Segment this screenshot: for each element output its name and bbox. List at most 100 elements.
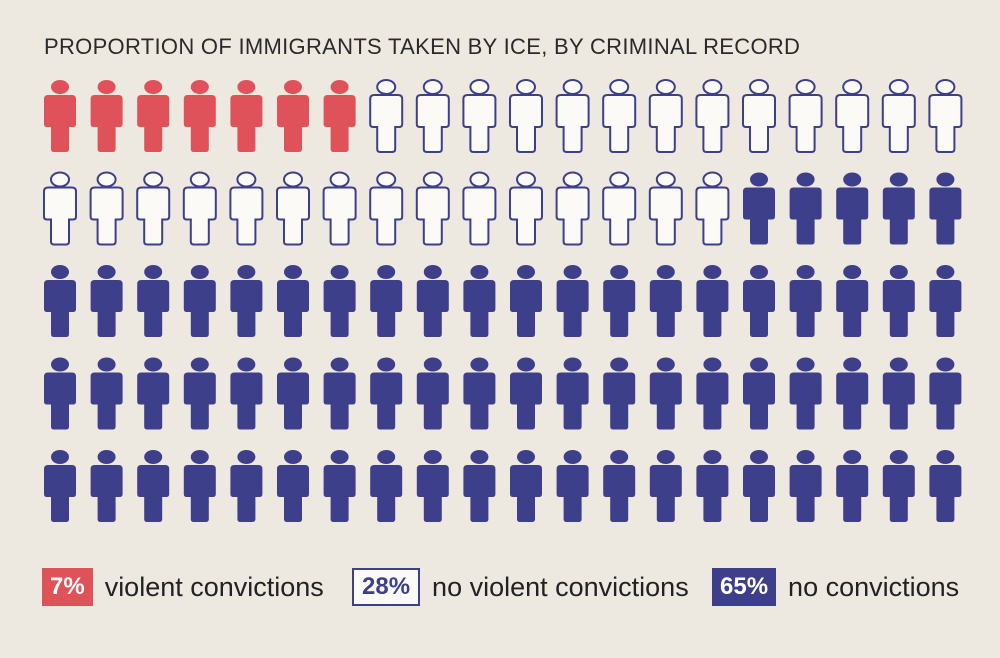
legend-label-violent-convictions: violent convictions <box>104 571 324 602</box>
person-icon <box>44 265 76 337</box>
person-icon <box>649 450 682 522</box>
person-icon <box>742 79 776 153</box>
person-icon <box>929 265 962 337</box>
person-icon <box>510 265 542 337</box>
person-icon <box>323 80 356 152</box>
person-icon <box>836 172 869 245</box>
person-icon <box>882 357 915 430</box>
person-icon <box>929 172 962 245</box>
person-icon <box>836 357 869 430</box>
person-icon <box>603 265 636 337</box>
person-icon <box>648 171 683 246</box>
person-icon <box>789 357 822 430</box>
legend-label-no-convictions: no convictions <box>788 571 960 602</box>
person-icon <box>462 79 497 153</box>
legend-no-violent-convictions: 28% no violent convictions <box>352 566 689 608</box>
person-icon <box>556 357 589 430</box>
person-icon <box>881 79 916 153</box>
person-icon <box>90 265 123 337</box>
person-icon <box>510 450 542 522</box>
person-icon <box>230 450 263 522</box>
person-icon <box>648 79 683 153</box>
person-icon <box>137 80 170 152</box>
person-icon <box>556 450 589 522</box>
person-icon <box>136 171 171 246</box>
person-icon <box>323 450 356 522</box>
person-icon <box>789 450 822 522</box>
person-icon <box>415 171 450 246</box>
person-icon <box>416 450 449 522</box>
person-icon <box>882 172 915 245</box>
person-icon <box>90 450 123 522</box>
person-icon <box>323 265 356 337</box>
person-icon <box>602 79 637 153</box>
person-icon <box>323 357 356 430</box>
person-icon <box>696 450 729 522</box>
person-icon <box>369 171 404 246</box>
person-icon <box>928 79 963 153</box>
person-icon <box>229 171 264 246</box>
person-icon <box>277 450 309 522</box>
person-icon <box>555 79 590 153</box>
person-icon <box>929 357 962 430</box>
person-icon <box>416 357 449 430</box>
person-icon <box>556 265 589 337</box>
legend-label-no-violent-convictions: no violent convictions <box>432 571 689 602</box>
person-icon <box>603 450 636 522</box>
person-icon <box>89 171 124 246</box>
legend-no-convictions: 65% no convictions <box>712 566 959 608</box>
person-icon <box>696 357 729 430</box>
person-icon <box>137 265 170 337</box>
person-icon <box>182 171 217 246</box>
person-icon <box>743 265 775 337</box>
person-icon <box>789 265 822 337</box>
person-icon <box>882 450 915 522</box>
legend-swatch-no-convictions: 65% <box>712 568 777 606</box>
person-icon <box>90 357 123 430</box>
person-icon <box>44 80 76 152</box>
person-icon <box>789 172 822 245</box>
person-icon <box>882 265 915 337</box>
person-icon <box>230 80 263 152</box>
person-icon <box>183 357 216 430</box>
person-icon <box>90 80 123 152</box>
person-icon <box>649 265 682 337</box>
person-icon <box>369 79 404 153</box>
legend-violent-convictions: 7% violent convictions <box>42 566 324 608</box>
chart-title: PROPORTION OF IMMIGRANTS TAKEN BY ICE, B… <box>44 34 801 59</box>
person-icon <box>696 265 729 337</box>
person-icon <box>463 265 496 337</box>
person-icon <box>743 172 775 245</box>
person-icon <box>788 79 823 153</box>
person-icon <box>370 357 403 430</box>
person-icon <box>509 79 543 153</box>
person-icon <box>743 357 775 430</box>
person-icon <box>277 80 309 152</box>
person-icon <box>835 79 870 153</box>
person-icon <box>649 357 682 430</box>
person-icon <box>463 450 496 522</box>
person-icon <box>602 171 637 246</box>
person-icon <box>183 265 216 337</box>
legend-swatch-no-violent-convictions: 28% <box>352 568 421 606</box>
person-icon <box>743 450 775 522</box>
person-icon <box>137 357 170 430</box>
person-icon <box>277 265 309 337</box>
person-icon <box>230 357 263 430</box>
person-icon <box>603 357 636 430</box>
person-icon <box>836 265 869 337</box>
person-icon <box>836 450 869 522</box>
person-icon <box>370 265 403 337</box>
person-icon <box>43 171 77 246</box>
person-icon <box>463 357 496 430</box>
person-icon <box>555 171 590 246</box>
person-icon <box>44 357 76 430</box>
person-icon <box>415 79 450 153</box>
person-icon <box>277 357 309 430</box>
person-icon <box>183 80 216 152</box>
person-icon <box>416 265 449 337</box>
person-icon <box>695 171 730 246</box>
person-icon <box>137 450 170 522</box>
person-icon <box>462 171 497 246</box>
